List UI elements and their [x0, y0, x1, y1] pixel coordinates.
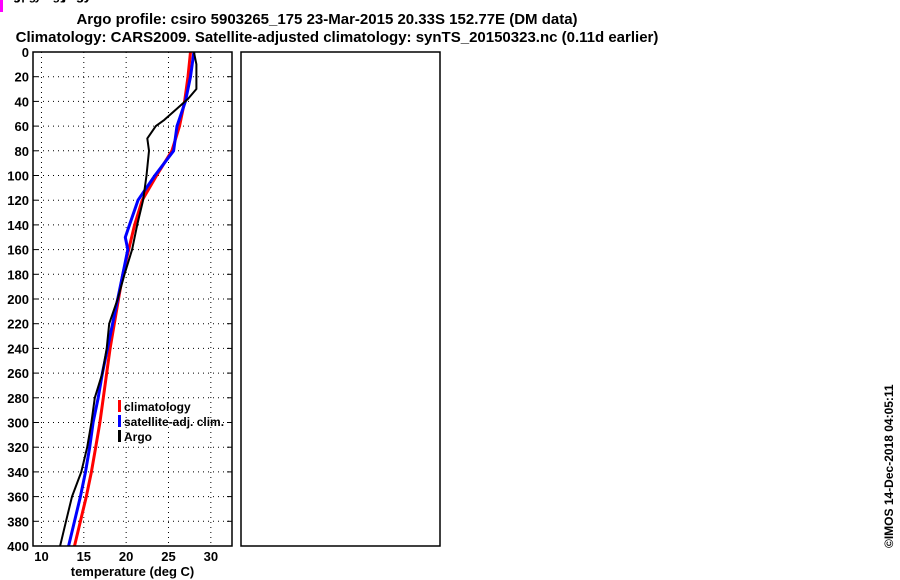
legend-label-argo: Argo — [0, 0, 28, 3]
ytick-label: 300 — [7, 416, 29, 431]
legend-swatch-argo — [118, 430, 121, 442]
ytick-label: 320 — [7, 440, 29, 455]
salinity-xlabel: salinity — [0, 0, 23, 3]
ytick-label: 340 — [7, 465, 29, 480]
difference-xlabel: T difference from climatology — [0, 0, 92, 3]
ytick-label: 400 — [7, 539, 29, 554]
temperature-xlabel: temperature (deg C) — [71, 564, 195, 579]
temperature-grid — [33, 51, 232, 547]
sst-map: sat. SST: 27.9 Argo: 28 — [0, 0, 64, 3]
legend-label-argo: Argo — [124, 430, 152, 444]
legend-label-satellite: satellite-adj. clim. — [124, 415, 224, 429]
temperature-legend: climatology satellite-adj. clim. Argo — [118, 400, 224, 444]
temperature-frame — [32, 51, 233, 547]
legend-label-sal-argo: Argo — [0, 0, 28, 3]
ytick-label: 40 — [15, 94, 29, 109]
legend-label-climatology: climatology — [124, 400, 191, 414]
temperature-panel: 0 20 40 60 80 100 120 140 160 180 200 220 240 260 280 3… — [7, 45, 233, 579]
sst-map-title: sat. SST: 27.9 Argo: 28 — [0, 0, 64, 3]
xtick-label: 25 — [161, 549, 175, 564]
ytick-label: 360 — [7, 490, 29, 505]
sla-map-title: Altim. SLA: -0.013 — [0, 0, 51, 3]
legend-title-salinity: salinity — [0, 0, 42, 3]
xtick-label: 20 — [119, 549, 133, 564]
ytick-label: 120 — [7, 193, 29, 208]
temperature-ytick-labels: 0 20 40 60 80 100 120 140 160 180 200 220 240 260 280 3… — [7, 45, 29, 554]
ytick-label: 260 — [7, 366, 29, 381]
ytick-label: 160 — [7, 243, 29, 258]
salinity-difference-xlabel: S difference from climatology — [0, 0, 92, 3]
legend-swatch-satellite — [118, 415, 121, 427]
temperature-xtick-labels: 10 15 20 25 30 — [34, 549, 218, 564]
ytick-label: 280 — [7, 391, 29, 406]
imos-credit: ©IMOS 14-Dec-2018 04:05:11 — [882, 384, 896, 548]
legend-title-temperature: temperature — [0, 0, 70, 3]
ytick-label: 0 — [22, 45, 29, 60]
ytick-label: 240 — [7, 341, 29, 356]
legend-label-temp-argo: Argo — [0, 0, 28, 3]
ytick-label: 220 — [7, 317, 29, 332]
legend-swatch-sal-argo — [0, 0, 3, 12]
legend-label-climatology: climatology — [0, 0, 67, 3]
difference-legend: temperature satellite Argo salinity sate… — [0, 0, 70, 12]
ytick-label: 100 — [7, 169, 29, 184]
ytick-label: 180 — [7, 267, 29, 282]
series-line-satellite-adj-clim- — [67, 52, 196, 546]
sla-map-subtitle: Argo h1000: NaN h2000: NaN — [0, 0, 83, 3]
xtick-label: 10 — [34, 549, 48, 564]
figure-title-line-1: Argo profile: csiro 5903265_175 23-Mar-2… — [76, 11, 578, 28]
ytick-label: 200 — [7, 292, 29, 307]
series-line-argo — [59, 52, 198, 546]
temperature-lines — [59, 52, 198, 546]
salinity-frame — [240, 51, 441, 547]
ytick-label: 20 — [15, 70, 29, 85]
legend-label-sal-satellite: satellite — [0, 0, 45, 3]
ytick-label: 380 — [7, 514, 29, 529]
legend-swatch-climatology — [118, 400, 121, 412]
ytick-label: 60 — [15, 119, 29, 134]
sla-map: Altim. SLA: -0.013 Argo h1000: NaN h2000… — [0, 0, 83, 3]
legend-label-satellite: satellite-adj. clim. — [0, 0, 100, 3]
salinity-panel: salinity climatology satellite-adj. clim… — [0, 0, 441, 547]
ytick-label: 140 — [7, 218, 29, 233]
ytick-label: 80 — [15, 144, 29, 159]
xtick-label: 30 — [204, 549, 218, 564]
difference-panel: T difference from climatology S differen… — [0, 0, 92, 12]
xtick-label: 15 — [77, 549, 91, 564]
legend-label-temp-satellite: satellite — [0, 0, 45, 3]
figure-title-line-2: Climatology: CARS2009. Satellite-adjuste… — [15, 29, 659, 46]
